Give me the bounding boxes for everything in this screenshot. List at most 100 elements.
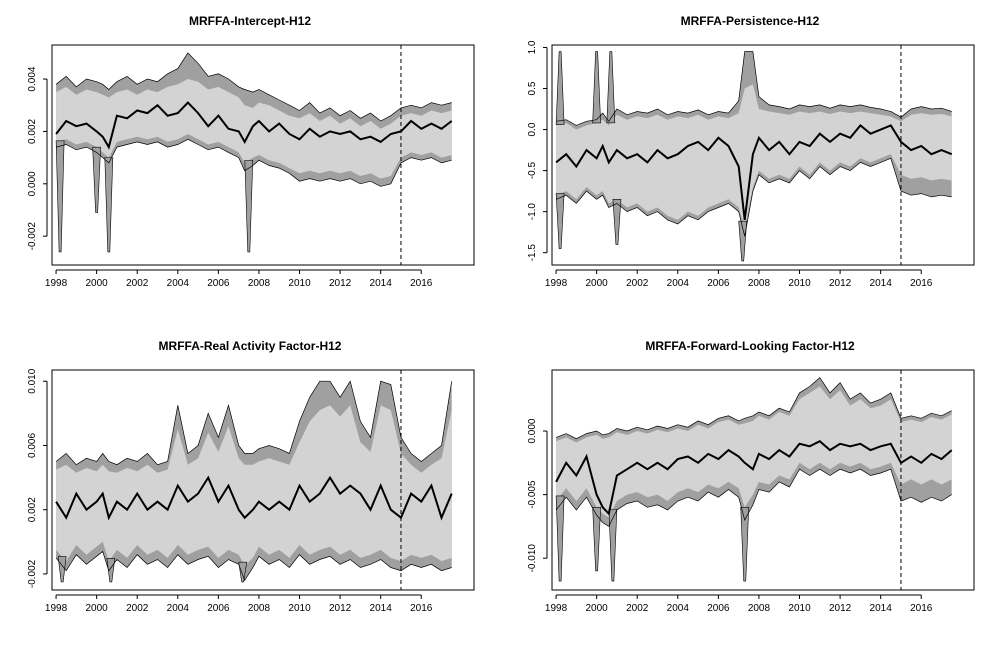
plot-frame	[51, 369, 475, 591]
band-spike	[555, 495, 565, 582]
median-line	[55, 475, 453, 521]
x-tick-label: 2002	[126, 278, 149, 289]
band-spike	[740, 507, 750, 582]
x-tick-label: 2002	[126, 603, 149, 614]
x-tick-label: 2004	[167, 278, 190, 289]
x-tick-label: 2006	[707, 603, 730, 614]
y-tick-label: -0.002	[27, 559, 38, 588]
inner-band	[56, 405, 452, 566]
outer-lower-line	[56, 138, 452, 187]
x-tick-label: 2000	[586, 603, 609, 614]
band-spike	[592, 507, 601, 572]
x-tick-label: 2004	[667, 603, 690, 614]
plot-frame	[51, 44, 475, 266]
x-tick-label: 2012	[329, 603, 352, 614]
y-tick-label: 0.5	[527, 81, 538, 95]
x-tick-label: 1998	[545, 278, 568, 289]
x-tick-label: 2008	[248, 603, 271, 614]
outer-upper-line	[55, 52, 452, 122]
x-tick-label: 2002	[626, 603, 649, 614]
x-tick-label: 2010	[788, 278, 811, 289]
chart-forward-looking: 1998 2000 2002 2004 2006 2008 2010 2012 2014 2016…	[527, 369, 975, 614]
band-spike	[555, 51, 565, 125]
x-tick-label: 2014	[370, 603, 393, 614]
inner-band	[556, 84, 952, 229]
x-tick-label: 2000	[586, 278, 609, 289]
band-spike	[244, 159, 254, 253]
x-tick-label: 2012	[829, 278, 852, 289]
x-tick-label: 2010	[288, 603, 311, 614]
chart-real-activity: 1998 2000 2002 2004 2006 2008 2010 2012 2014 2016…	[27, 368, 475, 614]
y-tick-label: 0.004	[27, 66, 38, 91]
chart-persistence: 1998 2000 2002 2004 2006 2008 2010 2012 2014 2016…	[527, 40, 975, 289]
x-tick-label: 1998	[45, 278, 68, 289]
plot-frame	[551, 44, 975, 266]
x-tick-label: 2010	[288, 278, 311, 289]
x-tick-label: 2008	[748, 278, 771, 289]
y-tick-label: -0.010	[527, 544, 538, 573]
panel-intercept: 1998 2000 2002 2004 2006 2008 2010 2012 2014 2016…	[0, 0, 500, 325]
y-tick-label: 0.006	[27, 433, 38, 458]
x-tick-label: 2014	[370, 278, 393, 289]
x-tick-label: 2012	[329, 278, 352, 289]
y-tick-label: 0.000	[527, 418, 538, 443]
panel-real-activity: 1998 2000 2002 2004 2006 2008 2010 2012 2014 2016…	[0, 325, 500, 650]
band-spike	[592, 51, 601, 124]
outer-lower-line	[55, 550, 452, 582]
y-tick-label: 0.002	[27, 497, 38, 522]
x-tick-label: 2006	[207, 278, 230, 289]
x-tick-label: 2006	[207, 603, 230, 614]
x-tick-label: 2016	[910, 278, 933, 289]
x-tick-label: 2000	[86, 278, 109, 289]
inner-band	[556, 386, 952, 518]
outer-lower-line	[555, 468, 952, 527]
chart-title: MRFFA-Persistence-H12	[680, 14, 820, 28]
chart-intercept: 1998 2000 2002 2004 2006 2008 2010 2012 2014 2016…	[27, 44, 475, 289]
panel-forward-looking: 1998 2000 2002 2004 2006 2008 2010 2012 2014 2016…	[500, 325, 1000, 650]
outer-lower-line	[555, 157, 952, 237]
y-tick-label: -1.5	[527, 244, 538, 262]
panel-persistence: 1998 2000 2002 2004 2006 2008 2010 2012 2014 2016…	[500, 0, 1000, 325]
y-tick-label: 0.010	[27, 368, 38, 393]
median-line	[555, 440, 953, 516]
outer-upper-line	[55, 380, 453, 466]
x-tick-label: 2014	[870, 603, 893, 614]
outer-upper-line	[555, 377, 952, 440]
y-tick-label: -0.005	[527, 480, 538, 509]
inner-band	[56, 79, 452, 179]
band-spike	[238, 561, 248, 583]
band-spike	[55, 140, 65, 253]
x-tick-label: 2008	[248, 278, 271, 289]
band-spike	[106, 557, 116, 583]
x-tick-label: 2016	[410, 278, 433, 289]
x-tick-label: 2004	[667, 278, 690, 289]
x-tick-label: 2014	[870, 278, 893, 289]
band-spike	[555, 193, 565, 249]
y-tick-label: -0.002	[27, 222, 38, 251]
x-tick-label: 1998	[45, 603, 68, 614]
x-tick-label: 2008	[748, 603, 771, 614]
x-tick-label: 2006	[707, 278, 730, 289]
median-line	[55, 101, 453, 150]
x-tick-label: 2004	[167, 603, 190, 614]
y-tick-label: 0.000	[27, 171, 38, 196]
band-spike	[738, 220, 748, 262]
band-spike	[606, 51, 616, 124]
y-tick-label: -1.0	[527, 203, 538, 221]
y-tick-label: -0.5	[527, 162, 538, 180]
chart-title: MRFFA-Forward-Looking Factor-H12	[645, 339, 855, 353]
x-tick-label: 1998	[545, 603, 568, 614]
chart-title: MRFFA-Intercept-H12	[188, 14, 311, 28]
median-line	[555, 123, 953, 221]
outer-upper-line	[556, 51, 952, 126]
y-tick-label: 0.0	[527, 122, 538, 136]
y-tick-label: 1.0	[527, 40, 538, 54]
x-tick-label: 2000	[86, 603, 109, 614]
band-spike	[104, 157, 114, 253]
x-tick-label: 2010	[788, 603, 811, 614]
x-tick-label: 2016	[410, 603, 433, 614]
x-tick-label: 2002	[626, 278, 649, 289]
band-spike	[92, 146, 101, 213]
x-tick-label: 2016	[910, 603, 933, 614]
